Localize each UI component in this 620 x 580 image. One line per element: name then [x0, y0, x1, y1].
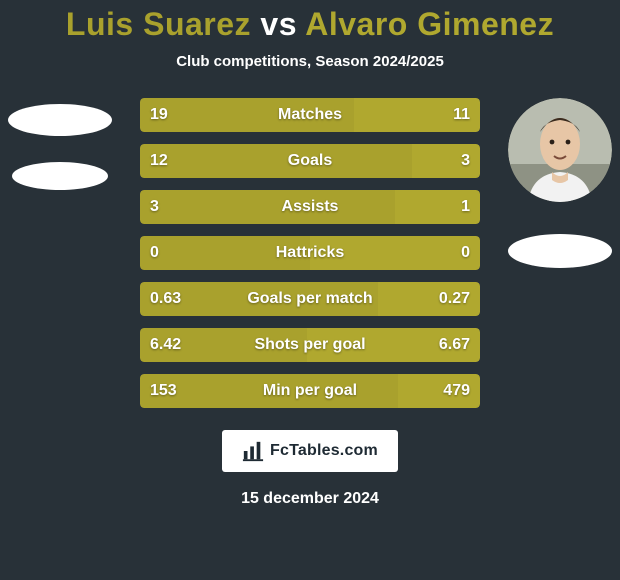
stat-bar-right [398, 374, 480, 408]
player1-flag [12, 162, 108, 190]
comparison-title: Luis Suarez vs Alvaro Gimenez [0, 0, 620, 43]
stat-bar-left [140, 98, 354, 132]
player2-avatar-image [508, 98, 612, 202]
stat-row: Goals per match0.630.27 [140, 282, 480, 316]
stat-bar-right [395, 190, 480, 224]
stat-bar-left [140, 236, 310, 270]
stat-row: Matches1911 [140, 98, 480, 132]
bar-chart-icon [242, 440, 264, 462]
stat-bar-left [140, 282, 378, 316]
stat-bar-left [140, 190, 395, 224]
player1-column [0, 98, 120, 190]
stat-bar-left [140, 374, 398, 408]
stats-list: Matches1911 Goals123 Assists31 Hattricks00 G… [140, 98, 480, 408]
stat-bar-right [412, 144, 480, 178]
player2-flag [508, 234, 612, 268]
branding-text: FcTables.com [270, 442, 378, 460]
stat-row: Goals123 [140, 144, 480, 178]
stat-bar-left [140, 328, 307, 362]
subtitle: Club competitions, Season 2024/2025 [0, 53, 620, 70]
title-vs: vs [260, 6, 297, 42]
stat-bar-right [378, 282, 480, 316]
stat-bar-left [140, 144, 412, 178]
stat-bar-right [354, 98, 480, 132]
stat-bar-right [310, 236, 480, 270]
player2-column [500, 98, 620, 268]
title-player1: Luis Suarez [66, 6, 251, 42]
comparison-body: Matches1911 Goals123 Assists31 Hattricks00 G… [0, 98, 620, 408]
title-player2: Alvaro Gimenez [305, 6, 554, 42]
branding-badge: FcTables.com [222, 430, 398, 472]
player1-avatar-placeholder [8, 104, 112, 136]
stat-row: Shots per goal6.426.67 [140, 328, 480, 362]
stat-bar-right [307, 328, 480, 362]
snapshot-date: 15 december 2024 [0, 490, 620, 508]
stat-row: Hattricks00 [140, 236, 480, 270]
stat-row: Assists31 [140, 190, 480, 224]
player2-avatar [508, 98, 612, 202]
stat-row: Min per goal153479 [140, 374, 480, 408]
